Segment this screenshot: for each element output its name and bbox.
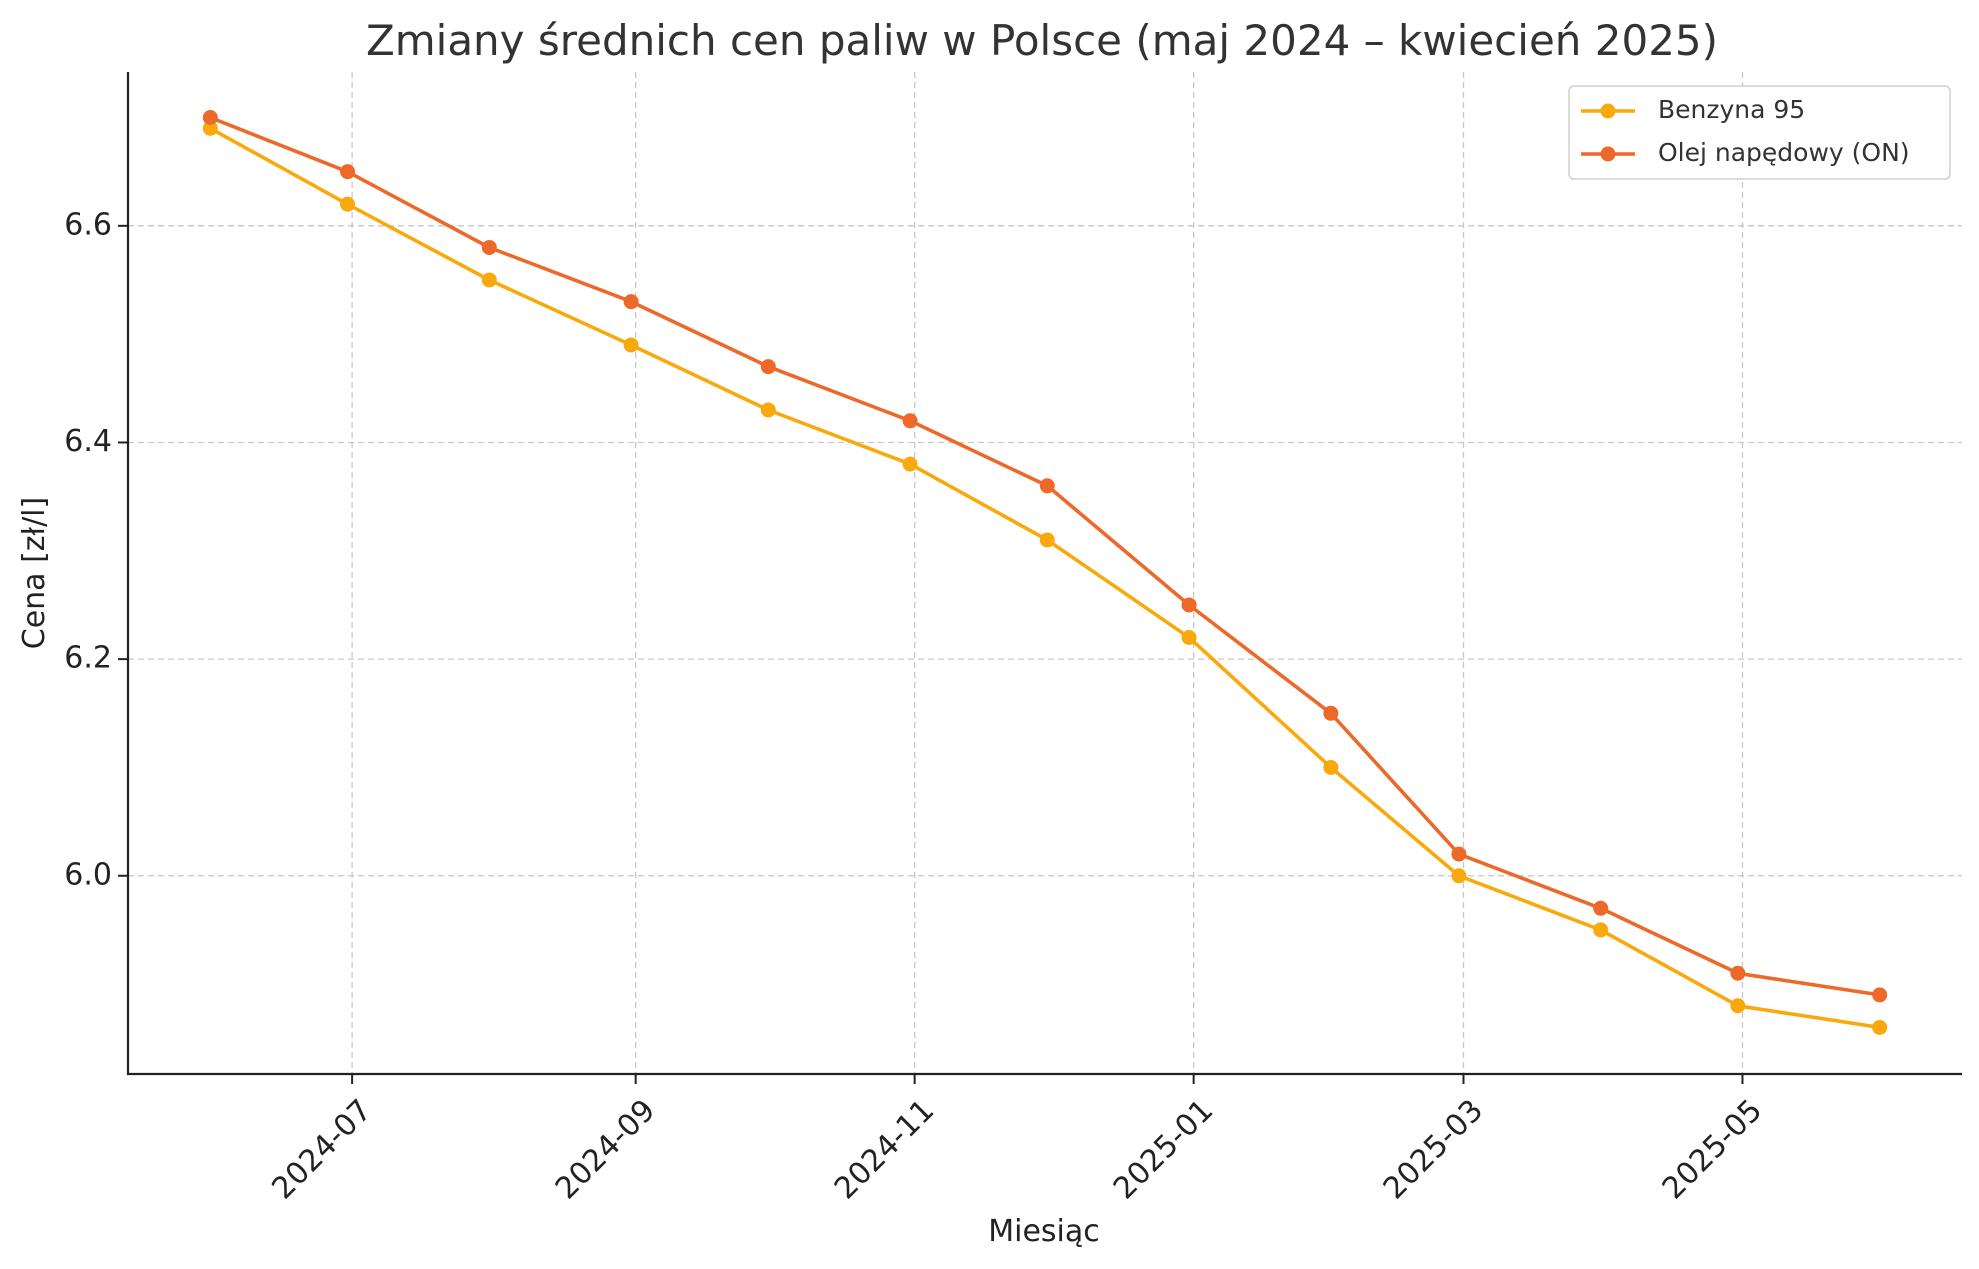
x-tick-label: 2024-11 — [828, 1093, 941, 1206]
series-2 — [202, 109, 1888, 1003]
data-point — [1323, 705, 1339, 721]
chart-title: Zmiany średnich cen paliw w Polsce (maj … — [366, 16, 1718, 65]
data-point — [1730, 998, 1746, 1014]
data-point — [1730, 965, 1746, 981]
axis-spines — [126, 72, 1962, 1076]
data-point — [1872, 987, 1888, 1003]
legend-label: Benzyna 95 — [1658, 95, 1805, 124]
series-line — [209, 115, 1880, 997]
series-group — [202, 109, 1888, 1035]
legend-frame — [1568, 85, 1951, 180]
data-point — [1181, 597, 1197, 613]
data-point — [1039, 532, 1055, 548]
data-point — [1451, 868, 1467, 884]
gridlines — [128, 72, 1962, 1074]
y-axis-label: Cena [zł/l] — [17, 497, 52, 649]
legend-marker — [1600, 103, 1616, 119]
y-tick-label: 6.0 — [64, 857, 112, 892]
x-tick-label: 2024-07 — [265, 1093, 378, 1206]
x-tick-label: 2025-01 — [1107, 1093, 1220, 1206]
data-point — [1451, 846, 1467, 862]
y-tick-label: 6.4 — [64, 424, 112, 459]
legend-entry: Olej napędowy (ON) — [1581, 138, 1910, 167]
x-tick-label: 2024-09 — [549, 1093, 662, 1206]
data-point — [340, 164, 356, 180]
data-point — [1323, 759, 1339, 775]
y-tick-label: 6.2 — [64, 641, 112, 676]
x-tick-label: 2025-05 — [1656, 1093, 1769, 1206]
data-point — [1181, 629, 1197, 645]
data-point — [340, 196, 356, 212]
axes — [126, 72, 1962, 1076]
y-tick-label: 6.6 — [64, 207, 112, 242]
data-point — [481, 239, 497, 255]
legend: Benzyna 95 Olej napędowy (ON) — [1568, 85, 1951, 180]
x-axis-label: Miesiąc — [988, 1214, 1100, 1249]
data-point — [623, 337, 639, 353]
data-point — [902, 456, 918, 472]
series-1 — [202, 120, 1888, 1035]
data-point — [1039, 478, 1055, 494]
x-tick-label: 2025-03 — [1377, 1093, 1490, 1206]
data-point — [902, 413, 918, 429]
data-point — [1872, 1019, 1888, 1035]
data-point — [623, 294, 639, 310]
legend-entry: Benzyna 95 — [1581, 95, 1805, 124]
series-line — [209, 126, 1880, 1030]
data-point — [1593, 900, 1609, 916]
data-point — [1593, 922, 1609, 938]
legend-label: Olej napędowy (ON) — [1658, 138, 1910, 167]
legend-marker — [1600, 146, 1616, 162]
tick-group: 2024-07 2024-09 2024-11 2025-01 2025-03 2025-… — [64, 207, 1769, 1206]
data-point — [202, 120, 218, 136]
data-point — [760, 359, 776, 375]
data-point — [202, 109, 218, 125]
data-point — [481, 272, 497, 288]
data-point — [760, 402, 776, 418]
